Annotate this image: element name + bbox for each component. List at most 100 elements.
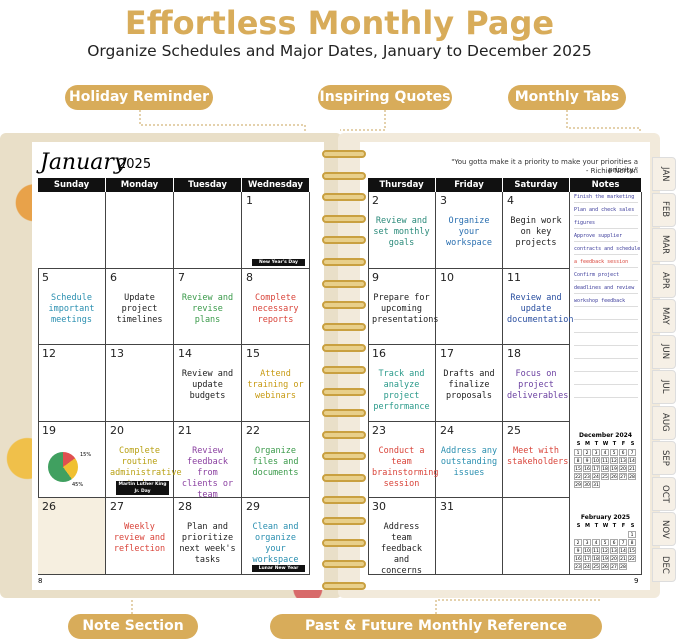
note-line [574,293,638,294]
day-number: 25 [507,423,521,437]
mini-day: 18 [601,465,609,472]
mini-day: 1 [574,449,582,456]
mini-day: 19 [601,555,609,562]
quote: "You gotta make it a priority to make yo… [451,158,638,174]
spiral-ring [322,560,366,569]
mini-day: 16 [574,555,582,562]
day-number: 30 [372,500,386,514]
mini-day: 2 [583,449,591,456]
day-number: 24 [440,423,454,437]
month-tab: MAR [652,228,676,262]
note-text: Confirm project [574,272,620,278]
task-note: Address team feedback and concerns [381,522,422,577]
weekday-header: Notes [570,178,641,192]
day-cell: 18 Focus on project deliverables [503,345,570,422]
task-note: Track and analyze project performance [373,369,430,413]
task-note: Conduct a team brainstorming session [372,445,439,489]
task-note: Focus on project deliverables [507,369,569,402]
task-note: Review and update budgets [181,369,234,402]
day-cell: 12 [38,345,106,422]
mini-day: 24 [592,473,600,480]
day-number: 20 [110,423,124,437]
task-note: Review feedback from clients or team [181,445,234,500]
day-number: 23 [372,423,386,437]
mini-day: 25 [592,563,600,570]
day-cell: 5 Schedule important meetings [38,268,106,346]
day-cell: 22 Organize files and documents [242,421,310,499]
mini-weekday: F [621,523,626,529]
mini-day: 15 [628,547,636,554]
day-number: 4 [507,194,514,207]
mini-day: 3 [592,449,600,456]
mini-day: 7 [619,539,627,546]
day-cell: 13 [106,345,174,422]
day-number: 11 [507,270,521,284]
day-number: 1 [246,194,253,207]
day-number: 29 [246,500,260,514]
month-tab: FEB [652,192,676,227]
right-page [360,142,650,590]
mini-day: 30 [583,481,591,488]
holiday-label: Lunar New Year [252,564,305,572]
note-line [574,241,638,242]
mini-weekday: T [594,441,599,447]
mini-day: 29 [574,481,582,488]
note-text: Approve supplier [574,233,623,239]
note-line [574,397,638,398]
day-cell: 8 Complete necessary reports [242,268,310,346]
mini-day: 7 [628,449,636,456]
mini-day: 9 [574,547,582,554]
mini-weekday: T [612,441,617,447]
notes-column [570,192,642,575]
task-note: Review and set monthly goals [373,216,430,248]
day-number: 28 [178,500,192,514]
mini-day: 1 [628,531,636,538]
mini-day: 12 [601,547,609,554]
callout: Inspiring Quotes [318,85,452,110]
day-number: 10 [440,270,454,284]
note-text: figures [574,220,596,226]
month-tab: MAY [652,299,676,333]
note-line [574,228,638,229]
day-number: 18 [507,347,521,361]
mini-day: 21 [619,555,627,562]
mini-day: 5 [610,449,618,456]
day-number: 17 [440,347,454,361]
mini-weekday: M [585,523,590,529]
note-line [574,202,638,203]
month-tab: AUG [652,405,676,440]
mini-day: 11 [592,547,600,554]
day-cell: 25 Meet with stakeholders [503,421,570,499]
spiral-ring [322,214,366,223]
day-cell: 4 Begin work on key projects [503,192,570,269]
spiral-ring [322,495,366,504]
day-number: 14 [178,347,192,361]
mini-weekday: F [621,441,626,447]
task-note: Update project timelines [116,292,163,325]
note-line [574,306,638,307]
day-cell [38,192,106,269]
mini-day: 6 [619,449,627,456]
note-text: workshop feedback [574,298,626,304]
spiral-ring [322,236,366,245]
mini-day: 10 [583,547,591,554]
spiral-ring [322,171,366,180]
weekday-header: Monday [106,178,173,192]
day-number: 19 [42,423,56,437]
weekday-header: Wednesday [242,178,309,192]
mini-weekday: M [585,441,590,447]
note-line [574,319,638,320]
month-tab: SEP [652,441,676,475]
mini-day: 8 [628,539,636,546]
day-number: 2 [372,194,379,207]
task-note: Complete necessary reports [252,292,299,325]
mini-weekday: T [594,523,599,529]
note-line [574,358,638,359]
day-cell: 2 Review and set monthly goals [368,192,436,269]
mini-day: 28 [628,473,636,480]
month-tab: JUL [652,370,676,404]
holiday-label: New Year's Day [252,258,305,266]
note-line [574,384,638,385]
mini-day: 6 [610,539,618,546]
day-cell: 1 New Year's Day [242,192,310,269]
